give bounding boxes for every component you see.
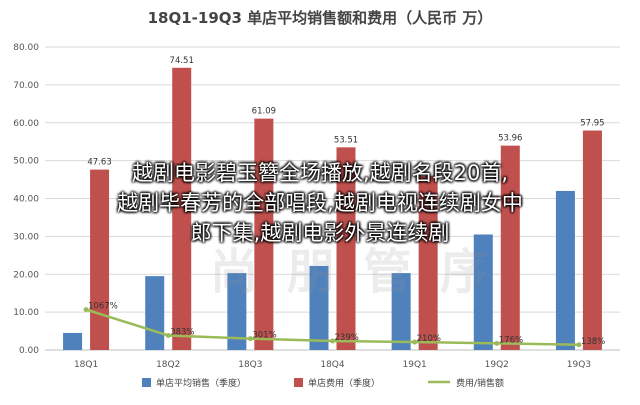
ratio-point <box>83 307 89 313</box>
data-labels: 47.63 74.51 61.09 53.51 53.96 57.95 1067% 383% 3… <box>87 56 605 347</box>
sales-bar <box>145 276 165 350</box>
x-tick-label: 18Q3 <box>238 360 262 370</box>
legend-swatch <box>142 378 151 387</box>
ratio-point <box>247 336 253 342</box>
x-tick-label: 19Q1 <box>403 360 427 370</box>
legend-label: 单店平均销售（季度） <box>156 377 246 389</box>
ratio-point <box>494 340 500 346</box>
bar-data-label: 57.95 <box>580 119 604 129</box>
ratio-data-label: 138% <box>581 337 605 347</box>
legend: 单店平均销售（季度） 单店费用（季度） 费用/销售额 <box>142 377 504 389</box>
ratio-data-label: 383% <box>170 327 194 337</box>
cost-bar <box>418 175 438 350</box>
y-tick-label: 80.00 <box>13 43 39 53</box>
bar-data-label: 74.51 <box>170 56 194 66</box>
legend-label: 费用/销售额 <box>456 377 504 389</box>
grid <box>45 46 620 351</box>
y-axis: 0.00 10.00 20.00 30.00 40.00 50.00 60.00 70.00 8… <box>13 43 39 356</box>
chart-title: 18Q1-19Q3 单店平均销售额和费用（人民币 万） <box>148 9 493 27</box>
ratio-point <box>412 339 418 345</box>
bar-data-label: 47.63 <box>87 158 111 168</box>
y-tick-label: 50.00 <box>13 157 39 167</box>
cost-bar <box>500 145 520 350</box>
y-tick-label: 20.00 <box>13 270 39 280</box>
x-tick-label: 18Q2 <box>156 360 180 370</box>
cost-bar <box>90 169 110 350</box>
ratio-data-label: 210% <box>417 334 441 344</box>
legend-swatch <box>294 378 303 387</box>
sales-bar <box>63 332 83 350</box>
y-tick-label: 0.00 <box>19 346 39 356</box>
ratio-data-label: 1067% <box>88 302 118 312</box>
ratio-point <box>576 342 582 348</box>
cost-bar <box>172 67 192 351</box>
y-tick-label: 70.00 <box>13 81 39 91</box>
y-tick-label: 40.00 <box>13 195 39 205</box>
bar-data-label: 53.51 <box>334 135 358 145</box>
ratio-data-label: 239% <box>335 333 359 343</box>
legend-label: 单店费用（季度） <box>308 377 380 389</box>
x-tick-label: 18Q1 <box>74 360 98 370</box>
cost-bar <box>254 118 274 350</box>
y-tick-label: 10.00 <box>13 308 39 318</box>
bar-data-label: 53.96 <box>498 134 522 144</box>
ratio-line <box>83 307 582 348</box>
sales-bar <box>391 273 411 350</box>
x-axis: 18Q1 18Q2 18Q3 18Q4 19Q1 19Q2 19Q3 <box>74 360 591 370</box>
bars <box>63 67 602 351</box>
sales-bar <box>227 273 247 350</box>
ratio-point <box>330 338 335 344</box>
sales-bar <box>555 190 575 350</box>
x-tick-label: 19Q3 <box>567 360 591 370</box>
cost-bar <box>336 147 356 350</box>
bar-data-label: 61.09 <box>252 107 276 117</box>
y-tick-label: 60.00 <box>13 119 39 129</box>
x-tick-label: 18Q4 <box>320 360 345 370</box>
sales-bar <box>309 265 329 350</box>
ratio-data-label: 301% <box>252 331 276 341</box>
cost-bar <box>582 130 602 350</box>
x-tick-label: 19Q2 <box>485 360 509 370</box>
ratio-data-label: 176% <box>499 335 523 345</box>
ratio-point <box>165 332 171 338</box>
sales-bar <box>473 234 493 350</box>
y-tick-label: 30.00 <box>13 232 39 242</box>
